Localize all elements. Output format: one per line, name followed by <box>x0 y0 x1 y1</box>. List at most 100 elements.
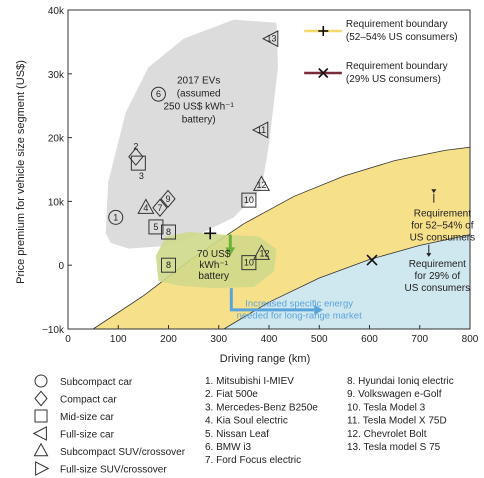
vehicle-id-label: 2 <box>133 142 138 152</box>
y-tick-label: 40k <box>48 6 65 17</box>
green-arrow-head <box>225 247 236 256</box>
model-item: 9. Volkswagen e-Golf <box>347 389 442 400</box>
battery-70-region <box>155 232 277 289</box>
vehicle-marker-70 <box>161 257 176 273</box>
vehicle-id-label: 5 <box>153 222 158 232</box>
model-item: 3. Mercedes-Benz B250e <box>205 402 318 413</box>
model-item: 1. Mitsubishi I-MIEV <box>205 376 294 387</box>
legend-subtitle: (52–54% US consumers) <box>346 32 458 43</box>
vehicle-id-label: 7 <box>157 203 162 213</box>
shape-legend-label: Full-size car <box>60 430 115 441</box>
x-tick-label: 600 <box>361 334 378 345</box>
x-axis-ticks: 0 100 200 300 400 500 600 700 800 <box>65 325 479 345</box>
x-tick-label: 100 <box>110 334 127 345</box>
vehicle-marker <box>128 147 144 166</box>
annotations: 2017 EVs (assumed 250 US$ kWh⁻¹ battery) 70 … <box>163 75 475 321</box>
y-tick-label: 30k <box>48 70 65 81</box>
arrows <box>225 189 437 315</box>
req-29-pointer-head <box>426 253 432 257</box>
shape-legend-label: Subcompact car <box>60 377 133 388</box>
req-52-pointer-head <box>431 189 437 194</box>
y-axis-ticks: −10k 0 10k 20k 30k 40k <box>42 6 72 336</box>
energy-note: Increased specific energy <box>245 299 353 310</box>
vehicle-marker-70 <box>252 244 271 260</box>
model-item: 11. Tesla Model X 75D <box>347 416 447 427</box>
vehicle-marker <box>137 198 155 214</box>
vehicle-marker <box>160 189 176 209</box>
vehicle-id-label: 12 <box>259 249 269 259</box>
evs-2017-label: 2017 EVs <box>177 75 220 86</box>
battery-70-label: battery <box>198 271 229 282</box>
model-item: 4. Kia Soul electric <box>205 416 288 427</box>
shape-legend: Subcompact car Compact car Mid-size car Ful… <box>32 374 186 476</box>
shape-legend-label: Full-size SUV/crossover <box>60 465 167 476</box>
vehicle-marker-70 <box>241 255 257 271</box>
evs-2017-label: 250 US$ kWh⁻¹ <box>163 101 234 112</box>
y-tick-label: 10k <box>48 197 65 208</box>
shape-legend-icon <box>34 390 48 407</box>
y-tick-label: 20k <box>48 134 65 145</box>
boundary-legend: Requirement boundary (52–54% US consumers… <box>304 19 458 85</box>
battery-70-label: 70 US$ <box>197 249 231 260</box>
vehicle-id-label: 10 <box>244 258 254 268</box>
battery-70-label: kWh⁻¹ <box>199 260 228 271</box>
y-tick-label: 0 <box>58 261 64 272</box>
model-item: 13. Tesla model S 75 <box>347 442 441 453</box>
x-tick-label: 800 <box>462 334 479 345</box>
requirement-29-label: Requirement <box>409 259 466 270</box>
regions <box>91 19 471 330</box>
shape-legend-icon <box>35 461 50 476</box>
vehicle-id-label: 4 <box>143 203 148 213</box>
model-legend: 1. Mitsubishi I-MIEV 2. Fiat 500e 3. Merce… <box>205 376 454 466</box>
vehicle-id-label: 8 <box>166 227 171 237</box>
requirement-52-label: for 52–54% of <box>411 221 473 232</box>
vehicle-id-label: 8 <box>166 260 171 270</box>
vehicle-marker <box>130 155 146 171</box>
energy-note: needed for long-range market <box>237 311 363 322</box>
legend-x-b <box>318 67 329 79</box>
vehicle-marker <box>108 209 124 225</box>
x-tick-label: 700 <box>411 334 428 345</box>
requirement-29-label: for 29% of <box>415 271 461 282</box>
x-axis-label: Driving range (km) <box>220 353 310 365</box>
shape-legend-label: Mid-size car <box>60 412 115 423</box>
blue-arrow-head <box>314 304 324 315</box>
requirement-52-label: Requirement <box>414 209 471 220</box>
x-marker-b <box>366 254 378 266</box>
vehicle-marker <box>262 30 279 48</box>
vehicle-id-label: 11 <box>257 125 266 135</box>
x-tick-label: 0 <box>65 334 71 345</box>
vehicle-marker <box>241 192 257 208</box>
shape-legend-icon <box>34 374 48 388</box>
model-item: 2. Fiat 500e <box>205 389 258 400</box>
requirement-29-label: US consumers <box>405 283 471 294</box>
y-axis-label: Price premium for vehicle size segment (… <box>15 60 27 284</box>
vehicle-id-label: 12 <box>256 180 266 190</box>
shape-legend-label: Subcompact SUV/crossover <box>60 447 186 458</box>
vehicle-marker <box>161 224 176 240</box>
model-item: 12. Chevrolet Bolt <box>347 429 427 440</box>
vehicle-id-label: 1 <box>113 212 118 222</box>
vehicle-marker <box>252 175 271 191</box>
vehicle-marker <box>152 198 168 217</box>
shape-legend-icon <box>34 409 48 423</box>
vehicle-marker <box>150 86 166 102</box>
model-item: 7. Ford Focus electric <box>205 455 301 466</box>
legend-title: Requirement boundary <box>346 19 448 30</box>
x-tick-label: 400 <box>261 334 278 345</box>
evs-2017-label: (assumed <box>177 88 221 99</box>
model-item: 5. Nissan Leaf <box>205 429 269 440</box>
vehicle-id-label: 13 <box>267 34 277 44</box>
requirement-52-label: US consumers <box>410 233 476 244</box>
legend-subtitle: (29% US consumers) <box>346 74 441 85</box>
shape-legend-icon <box>33 442 49 457</box>
evs-2017-label: battery) <box>182 114 216 125</box>
vehicle-id-label: 3 <box>139 171 144 181</box>
model-item: 6. BMW i3 <box>205 442 252 453</box>
y-tick-label: −10k <box>42 325 65 336</box>
vehicle-marker <box>251 121 269 139</box>
model-item: 10. Tesla Model 3 <box>347 402 426 413</box>
shape-legend-label: Compact car <box>60 395 117 406</box>
